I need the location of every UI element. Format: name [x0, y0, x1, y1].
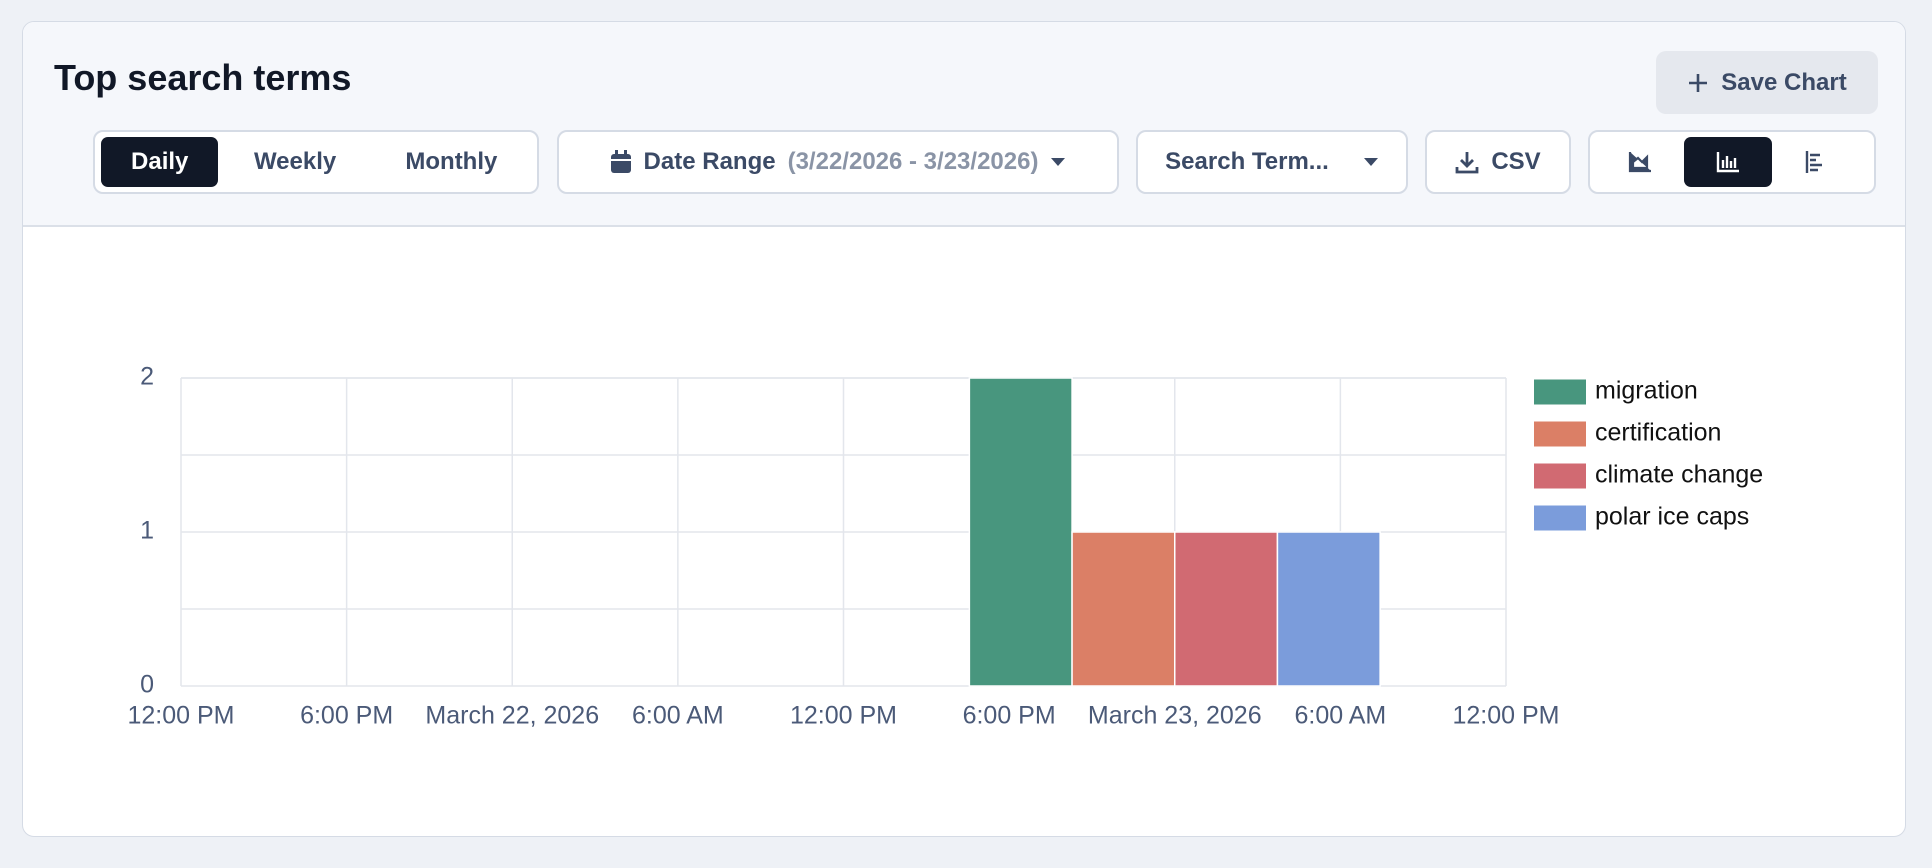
save-label: Save Chart — [1721, 68, 1847, 96]
legend-swatch — [1534, 421, 1586, 447]
save-chart-button[interactable]: Save Chart — [1656, 51, 1878, 114]
legend-label: climate change — [1595, 461, 1763, 489]
hbar-icon — [1805, 151, 1822, 173]
search-terms-dropdown[interactable]: Search Term... — [1136, 130, 1408, 194]
legend-label: certification — [1595, 419, 1721, 447]
legend-swatch — [1534, 379, 1586, 405]
period-button[interactable]: Daily — [101, 137, 219, 187]
search-terms-label: Search Term... — [1165, 148, 1329, 175]
csv-button[interactable]: CSV — [1425, 130, 1571, 194]
date-range-value: (3/22/2026 - 3/23/2026) — [787, 148, 1039, 175]
chart-type-toggle — [1588, 130, 1876, 194]
caret-icon — [1363, 158, 1378, 166]
x-tick-label: 12:00 PM — [790, 702, 897, 730]
calendar-icon — [610, 150, 631, 173]
y-tick-label: 0 — [140, 671, 154, 699]
x-tick-label: 6:00 PM — [300, 702, 393, 730]
bar — [1071, 531, 1176, 687]
x-tick-label: March 22, 2026 — [425, 702, 599, 730]
bar — [968, 377, 1073, 687]
area-chart-button[interactable] — [1596, 137, 1684, 187]
card: Top search terms Save Chart Daily Weekly… — [22, 21, 1906, 837]
chart-title: Top search terms — [54, 57, 352, 98]
y-tick-label: 1 — [140, 517, 154, 545]
date-range-button[interactable]: Date Range (3/22/2026 - 3/23/2026) — [557, 130, 1119, 194]
date-range-label: Date Range — [643, 148, 776, 175]
table-chart-button[interactable] — [1772, 137, 1860, 187]
bar — [1276, 531, 1381, 687]
x-tick-label: 12:00 PM — [1452, 702, 1559, 730]
x-tick-label: 12:00 PM — [127, 702, 234, 730]
bar-icon — [1716, 152, 1739, 173]
bar — [1174, 531, 1279, 687]
area-icon — [1628, 152, 1651, 173]
plus-icon — [1689, 73, 1708, 92]
y-tick-label: 2 — [140, 363, 154, 391]
period-toggle: Daily Weekly Monthly — [93, 130, 539, 194]
legend-label: polar ice caps — [1595, 503, 1749, 531]
bar-chart-button[interactable] — [1684, 137, 1772, 187]
period-button[interactable]: Weekly — [253, 148, 337, 175]
x-tick-label: 6:00 AM — [632, 702, 724, 730]
x-tick-label: 6:00 AM — [1295, 702, 1387, 730]
csv-label: CSV — [1491, 148, 1541, 175]
legend-swatch — [1534, 505, 1586, 531]
x-tick-label: 6:00 PM — [963, 702, 1056, 730]
download-icon — [1455, 152, 1479, 174]
period-button[interactable]: Monthly — [405, 148, 498, 175]
legend-swatch — [1534, 463, 1586, 489]
x-tick-label: March 23, 2026 — [1088, 702, 1262, 730]
caret-icon — [1051, 158, 1066, 166]
legend-label: migration — [1595, 377, 1698, 405]
